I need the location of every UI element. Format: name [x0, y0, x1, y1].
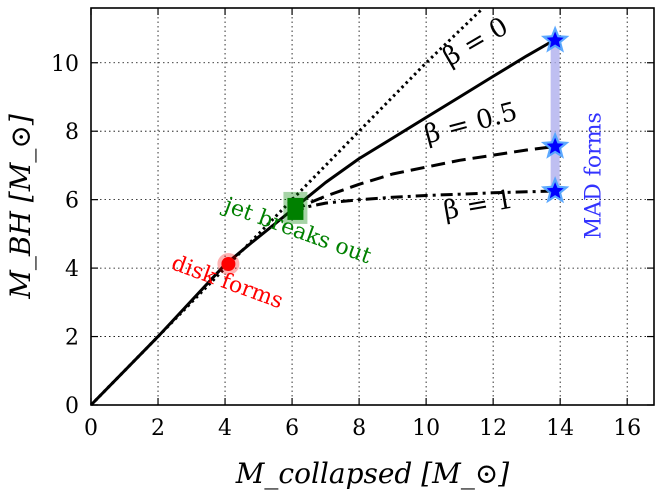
mad-star-beta-0.5 [546, 137, 564, 154]
x-axis-label: M_collapsed [M_⊙] [235, 457, 510, 490]
marker-layer [217, 25, 570, 275]
label-beta-0: β = 0 [438, 12, 514, 73]
x-tick-label: 4 [218, 416, 232, 441]
x-tick-label: 0 [84, 416, 98, 441]
x-tick-label: 16 [613, 416, 641, 441]
y-tick-label: 6 [65, 189, 79, 214]
label-beta-1: β = 1 [441, 185, 515, 227]
x-tick-label: 6 [285, 416, 299, 441]
y-tick-label: 2 [65, 326, 79, 351]
series-line-dashed [291, 145, 554, 213]
label-mad-forms: MAD forms [581, 112, 606, 239]
mad-star-beta-1 [546, 182, 564, 199]
y-axis-label: M_BH [M_⊙] [4, 114, 37, 300]
y-tick-label: 0 [65, 394, 79, 419]
series-line-dashdot [291, 189, 554, 214]
plot-frame [90, 7, 655, 406]
grid [90, 8, 654, 406]
disk-forms-marker [221, 256, 236, 271]
x-tick-label: 2 [151, 416, 165, 441]
x-tick-label: 14 [546, 416, 574, 441]
series-line-solid [89, 39, 555, 407]
jet-breaks-out-marker [287, 197, 304, 220]
y-tick-label: 8 [65, 120, 79, 145]
label-beta-0.5: β = 0.5 [421, 97, 520, 150]
mad-star-beta-0 [546, 31, 564, 48]
x-tick-label: 12 [479, 416, 507, 441]
x-tick-label: 10 [412, 416, 440, 441]
tick-layer: 0 2 4 6 8 10 12 14 16 0 2 4 6 8 10 [51, 8, 654, 441]
y-tick-label: 10 [51, 52, 79, 77]
y-tick-label: 4 [65, 257, 79, 282]
x-tick-label: 8 [352, 416, 366, 441]
series-layer [89, 6, 560, 407]
